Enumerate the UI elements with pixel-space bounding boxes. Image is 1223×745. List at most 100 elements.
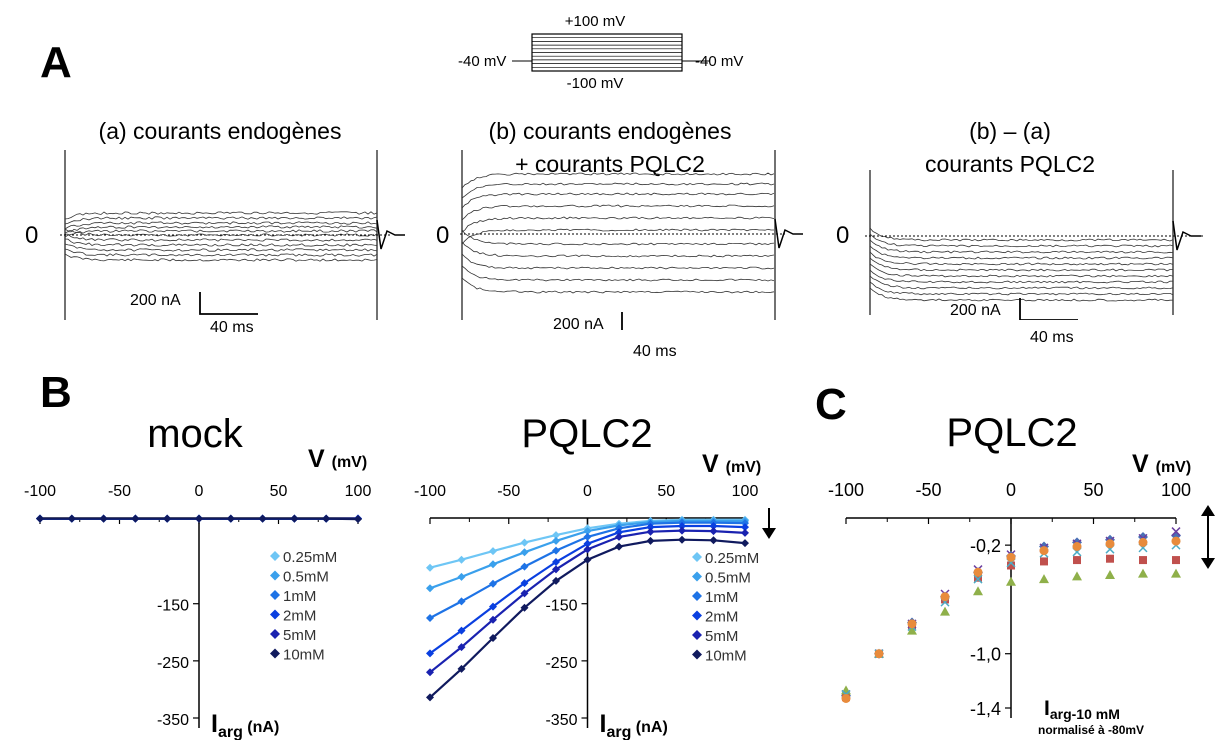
x-tick-label: 100 <box>1161 480 1191 500</box>
current-trace <box>461 265 775 282</box>
data-point <box>583 539 592 548</box>
trace-panel-b <box>440 150 810 335</box>
x-tick-label: 0 <box>1006 480 1016 500</box>
current-trace <box>461 172 775 189</box>
data-point <box>940 592 950 602</box>
data-point <box>974 573 982 582</box>
data-point <box>615 532 623 541</box>
data-point <box>678 522 686 530</box>
y-tick-label: -150 <box>157 598 189 615</box>
trace-title-ba: (b) – (a) courants PQLC2 <box>924 118 1096 177</box>
legend-marker <box>692 571 702 582</box>
data-point <box>1138 568 1148 578</box>
x-tick-label: 50 <box>1083 480 1103 500</box>
protocol-diagram: +100 mV -100 mV -40 mV -40 mV <box>458 13 743 92</box>
y-tick-label: -150 <box>545 598 577 615</box>
legend-label: 10mM <box>283 647 325 664</box>
y-tick-label: -250 <box>157 655 189 672</box>
data-point <box>290 514 299 523</box>
current-trace <box>461 241 775 258</box>
current-trace <box>869 287 1174 302</box>
data-point <box>841 685 851 695</box>
data-point <box>520 589 529 598</box>
current-trace <box>64 221 378 230</box>
legend-marker <box>270 590 280 600</box>
data-point <box>489 579 497 588</box>
legend-marker <box>270 629 280 639</box>
data-point <box>741 539 749 548</box>
data-point <box>709 522 718 530</box>
data-point <box>99 514 108 523</box>
y-axis-sublabel: normalisé à -80mV <box>1038 723 1144 737</box>
data-point <box>1072 542 1082 551</box>
tail-current <box>774 218 803 249</box>
x-axis-label: V (mV) <box>1132 450 1191 478</box>
current-trace <box>869 281 1174 296</box>
legend-marker <box>692 610 702 621</box>
data-point <box>1171 536 1181 546</box>
x-tick-label: -100 <box>414 483 446 500</box>
y-tick-label: -1,4 <box>970 699 1001 719</box>
voltage-protocol: +100 mV -100 mV -40 mV -40 mV <box>450 6 750 92</box>
current-trace <box>461 204 775 221</box>
down-arrow-head <box>762 528 776 539</box>
current-trace <box>461 228 774 245</box>
data-point <box>552 558 560 566</box>
legend-label: 1mM <box>705 589 738 606</box>
data-point <box>1105 539 1115 549</box>
data-point <box>226 514 235 523</box>
legend-label: 1mM <box>283 588 316 605</box>
scale-current-ba: 200 nA <box>950 302 1001 319</box>
data-point <box>457 626 466 635</box>
legend-label: 5mM <box>283 627 316 644</box>
protocol-right-label: -40 mV <box>695 53 743 70</box>
data-point <box>615 524 623 533</box>
current-traces-a <box>60 150 405 320</box>
data-point <box>489 615 497 624</box>
x-tick-label: 0 <box>195 483 204 500</box>
current-trace <box>64 233 378 242</box>
x-tick-label: -50 <box>915 480 941 500</box>
current-trace <box>64 253 378 262</box>
data-point <box>426 668 434 677</box>
data-point <box>1006 576 1016 586</box>
current-trace <box>64 229 378 238</box>
scale-bar <box>1019 298 1078 321</box>
scale-time-a: 40 ms <box>210 319 254 336</box>
data-point <box>940 606 950 616</box>
current-trace <box>869 245 1174 260</box>
x-axis-label: V (mV) <box>308 445 367 473</box>
data-point <box>552 546 560 555</box>
data-point <box>841 694 851 703</box>
data-point <box>1039 546 1049 556</box>
data-point <box>520 603 529 612</box>
x-tick-label: -50 <box>497 483 520 500</box>
data-point <box>457 643 466 652</box>
legend-marker <box>270 648 280 659</box>
panel-label-b: B <box>40 368 72 417</box>
scale-current-a: 200 nA <box>130 292 181 309</box>
data-point <box>457 597 466 606</box>
current-trace <box>461 216 775 233</box>
data-point <box>709 536 718 545</box>
data-point <box>426 584 434 593</box>
data-point <box>907 619 917 629</box>
data-point <box>131 514 140 523</box>
y-axis-label: Iarg (nA) <box>211 710 279 740</box>
tail-current <box>1172 220 1201 251</box>
data-point <box>489 602 497 611</box>
current-trace <box>869 251 1174 266</box>
current-trace <box>869 269 1174 284</box>
tail-current <box>376 219 405 250</box>
current-trace <box>64 243 378 252</box>
zero-label-b: 0 <box>436 222 450 249</box>
iv-mock-svg: mock -100 -50 0 50 100 -150 -250 -350 V (mV) Iarg … <box>24 412 371 741</box>
current-trace <box>461 182 775 199</box>
iv-normalized-svg: PQLC2 -100 -50 0 50 100 -0,2 -1,0 -1,4 V (mV) Iarg… <box>828 411 1215 737</box>
data-point <box>678 526 686 535</box>
data-point <box>1072 571 1082 581</box>
x-tick-label: 0 <box>583 483 592 500</box>
data-point <box>426 614 434 622</box>
current-trace <box>461 192 775 209</box>
panel-label-c: C <box>815 380 847 429</box>
